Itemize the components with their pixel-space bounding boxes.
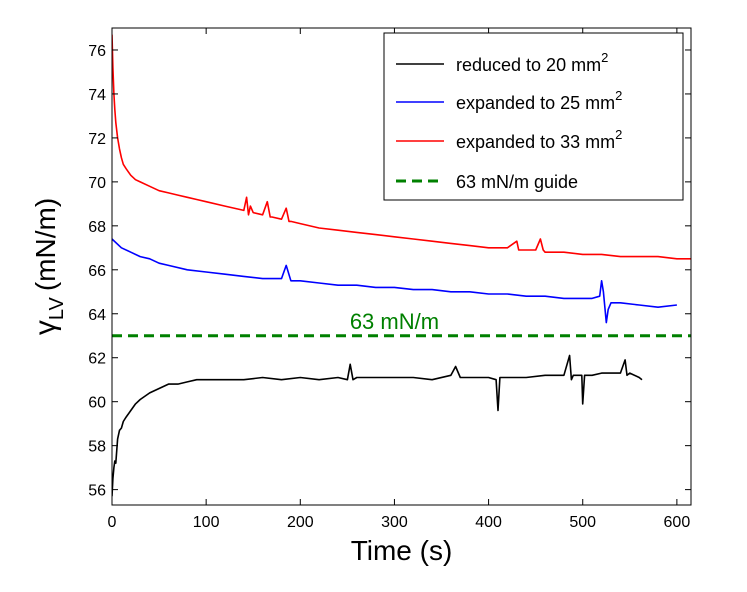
legend: reduced to 20 mm2 expanded to 25 mm2 exp… (383, 32, 684, 201)
guide-annotation: 63 mN/m (350, 309, 439, 334)
y-tick-label: 64 (88, 307, 106, 324)
y-tick-label: 70 (88, 175, 106, 192)
legend-superscript: 2 (615, 88, 622, 103)
x-tick-label: 600 (664, 514, 691, 531)
y-tick-label: 62 (88, 351, 106, 368)
legend-superscript: 2 (615, 127, 622, 142)
x-axis-label: Time (s) (351, 535, 453, 566)
y-axis-symbol: γ (29, 320, 62, 335)
y-tick-label: 72 (88, 131, 106, 148)
y-tick-label: 76 (88, 43, 106, 60)
series-line-0 (112, 354, 643, 497)
x-tick-label: 500 (569, 514, 596, 531)
series-line-2 (112, 34, 691, 260)
x-tick-label: 300 (381, 514, 408, 531)
legend-label-expanded-33: expanded to 33 mm2 (456, 127, 622, 152)
y-axis-label: γLV (mN/m) (29, 198, 68, 335)
y-tick-label: 60 (88, 395, 106, 412)
x-tick-label: 200 (287, 514, 314, 531)
legend-superscript: 2 (601, 50, 608, 65)
legend-label-reduced: reduced to 20 mm2 (456, 50, 608, 75)
x-tick-label: 0 (108, 514, 117, 531)
axis-ticks: 0 100 200 300 400 500 600 56 58 60 62 64 66 68 70 72 74 7… (88, 28, 691, 531)
y-tick-label: 58 (88, 439, 106, 456)
y-tick-label: 74 (88, 87, 106, 104)
y-axis-unit: (mN/m) (30, 198, 61, 291)
legend-label-expanded-25: expanded to 25 mm2 (456, 88, 622, 113)
y-tick-label: 56 (88, 483, 106, 500)
y-tick-label: 68 (88, 219, 106, 236)
legend-label-guide: 63 mN/m guide (456, 172, 578, 192)
x-tick-label: 100 (193, 514, 220, 531)
x-tick-label: 400 (475, 514, 502, 531)
legend-box (383, 32, 684, 201)
y-axis-subscript: LV (46, 297, 68, 321)
plot-area (112, 34, 691, 497)
series-line-1 (112, 238, 677, 324)
plot-frame (111, 27, 692, 506)
y-tick-label: 66 (88, 263, 106, 280)
